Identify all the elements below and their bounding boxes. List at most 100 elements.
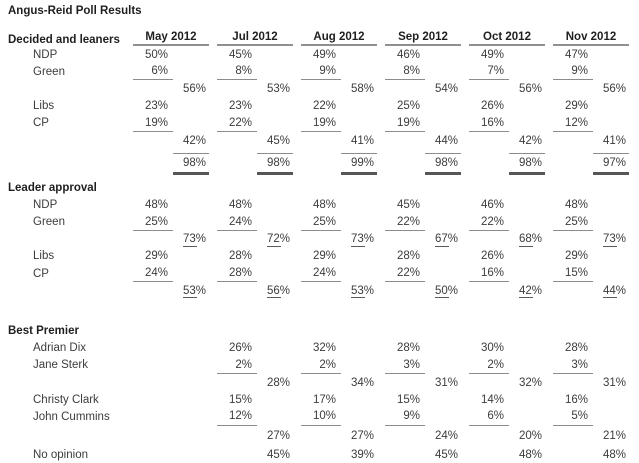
subtotal-cell (257, 391, 293, 408)
value-cell: 15% (396, 393, 420, 406)
subtotal-cell: 41% (602, 134, 626, 147)
subtotal-cell: 58% (350, 82, 374, 95)
month-cell: 25% (301, 214, 377, 231)
month-cell: 53% (133, 282, 209, 299)
value-cell: 12% (217, 408, 257, 426)
subtotal-cell (509, 63, 545, 80)
month-cell (301, 322, 377, 339)
subtotal-cell: 42% (509, 282, 545, 299)
value-cell (133, 179, 173, 196)
month-cell: 2% (301, 357, 377, 374)
month-cell (133, 357, 209, 374)
month-cell: 54% (385, 80, 461, 97)
month-cell: 45% (217, 447, 293, 463)
month-cell: 22% (217, 115, 293, 132)
month-cell (133, 374, 209, 391)
poll-table: Decided and leaners May 2012 Jul 2012 Aug 2… (0, 22, 639, 463)
value-cell: 24% (217, 214, 257, 231)
table-row: Decided and leaners May 2012 Jul 2012 Aug 2… (0, 22, 639, 46)
subtotal-cell: 45% (434, 449, 458, 462)
subtotal-cell: 54% (434, 82, 458, 95)
month-cell: 42% (469, 132, 545, 149)
value-cell: 46% (396, 48, 420, 61)
subtotal-cell: 53% (341, 282, 377, 299)
row-label: Jane Sterk (33, 359, 88, 372)
section-label: Best Premier (8, 325, 79, 338)
month-cell: 48% (469, 447, 545, 463)
value-cell (385, 132, 425, 149)
subtotal-cell (257, 179, 293, 196)
subtotal-cell (257, 98, 293, 115)
subtotal-cell: 21% (602, 430, 626, 443)
value-cell: 28% (564, 342, 588, 355)
value-cell (469, 132, 509, 149)
subtotal-cell: 39% (350, 449, 374, 462)
subtotal-cell: 34% (350, 376, 374, 389)
subtotal-cell (509, 98, 545, 115)
value-cell: 16% (469, 115, 509, 132)
month-cell: 73% (553, 231, 629, 248)
total-cell: 98% (509, 153, 545, 176)
value-cell (301, 447, 341, 463)
value-cell (301, 179, 341, 196)
subtotal-cell (425, 408, 461, 425)
row-label: NDP (33, 198, 58, 211)
subtotal-cell: 72% (257, 231, 293, 248)
total-cell: 98% (257, 153, 293, 176)
value-cell: 29% (144, 250, 168, 263)
total-cell: 98% (425, 153, 461, 176)
subtotal-cell (425, 391, 461, 408)
value-cell: 9% (301, 63, 341, 81)
subtotal-cell (509, 408, 545, 425)
row-spacer (0, 299, 639, 322)
subtotal-cell (341, 322, 377, 339)
month-cell: Aug 2012 (301, 22, 377, 46)
subtotal-cell: 73% (173, 231, 209, 248)
subtotal-cell (341, 63, 377, 80)
subtotal-cell: 20% (518, 430, 542, 443)
value-cell (217, 374, 257, 391)
subtotal-cell (173, 265, 209, 282)
subtotal-cell (425, 340, 461, 357)
value-cell: 48% (312, 198, 336, 211)
month-cell: 28% (553, 340, 629, 357)
month-cell: 22% (385, 265, 461, 283)
month-cell: 53% (301, 282, 377, 299)
month-cell: 48% (133, 196, 209, 213)
month-cell (217, 179, 293, 196)
subtotal-cell (341, 357, 377, 374)
month-cell: 19% (385, 115, 461, 132)
value-cell: 28% (396, 342, 420, 355)
month-cell: Nov 2012 (553, 22, 629, 46)
month-cell: 7% (469, 63, 545, 81)
subtotal-cell (509, 265, 545, 282)
subtotal-cell (257, 196, 293, 213)
table-row: NDP 48% 48% 48% 45% 46% 48% (0, 196, 639, 213)
month-cell: 98% (133, 153, 209, 176)
month-cell: 44% (385, 132, 461, 149)
value-cell (553, 153, 593, 175)
month-cell: 16% (553, 391, 629, 408)
subtotal-cell (509, 196, 545, 213)
value-cell: 46% (480, 198, 504, 211)
subtotal-cell (593, 46, 629, 63)
value-cell (385, 80, 425, 97)
subtotal-cell (425, 265, 461, 282)
section-label: Decided and leaners (8, 34, 120, 46)
value-cell (217, 322, 257, 339)
month-cell: 53% (217, 80, 293, 97)
value-cell: 9% (553, 63, 593, 81)
value-cell (469, 282, 509, 299)
table-row: Libs 29% 28% 29% 28% 26% 29% (0, 248, 639, 265)
month-cell: 73% (133, 231, 209, 248)
value-cell: 15% (228, 393, 252, 406)
subtotal-cell (509, 179, 545, 196)
value-cell: 22% (385, 265, 425, 283)
month-cell: 49% (301, 46, 377, 63)
value-cell (553, 282, 593, 299)
month-cell: 8% (217, 63, 293, 81)
month-cell: 2% (469, 357, 545, 374)
value-cell (385, 428, 425, 445)
value-cell: 2% (301, 357, 341, 374)
subtotal-cell: 45% (266, 449, 290, 462)
